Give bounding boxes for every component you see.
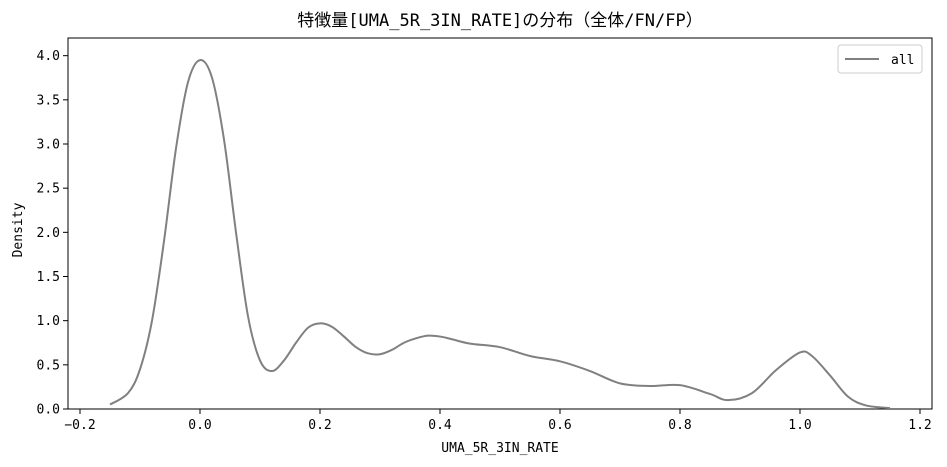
x-tick-label: −0.2 xyxy=(64,418,95,433)
y-tick-label: 4.0 xyxy=(37,49,60,64)
y-axis-label: Density xyxy=(11,202,26,257)
y-tick-label: 3.5 xyxy=(37,93,60,108)
x-tick-label: 1.2 xyxy=(908,418,931,433)
series-line-all xyxy=(109,59,891,410)
x-tick-label: 0.0 xyxy=(188,418,211,433)
legend-label-all: all xyxy=(891,53,914,68)
x-tick-label: 0.4 xyxy=(428,418,452,433)
x-axis-label: UMA_5R_3IN_RATE xyxy=(441,441,558,456)
y-tick-label: 0.0 xyxy=(37,403,60,418)
plot-frame xyxy=(67,37,933,410)
x-tick-label: 1.0 xyxy=(788,418,811,433)
x-tick-label: 0.6 xyxy=(548,418,571,433)
y-tick-label: 1.5 xyxy=(37,270,60,285)
y-axis: 0.0 0.5 1.0 1.5 2.0 2.5 3.0 3.5 4.0 xyxy=(37,49,68,418)
series-layer xyxy=(109,59,891,410)
y-tick-label: 3.0 xyxy=(37,138,60,153)
plot-area-border xyxy=(67,37,933,410)
legend: all xyxy=(837,44,923,74)
y-tick-label: 2.5 xyxy=(37,182,60,197)
y-tick-label: 1.0 xyxy=(37,314,60,329)
legend-box xyxy=(837,44,923,74)
x-axis: −0.2 0.0 0.2 0.4 0.6 0.8 1.0 1.2 xyxy=(64,409,932,433)
y-tick-label: 2.0 xyxy=(37,226,60,241)
x-tick-label: 0.8 xyxy=(668,418,691,433)
chart-title: 特徴量[UMA_5R_3IN_RATE]の分布（全体/FN/FP） xyxy=(297,11,702,31)
x-tick-label: 0.2 xyxy=(308,418,331,433)
y-tick-label: 0.5 xyxy=(37,358,60,373)
